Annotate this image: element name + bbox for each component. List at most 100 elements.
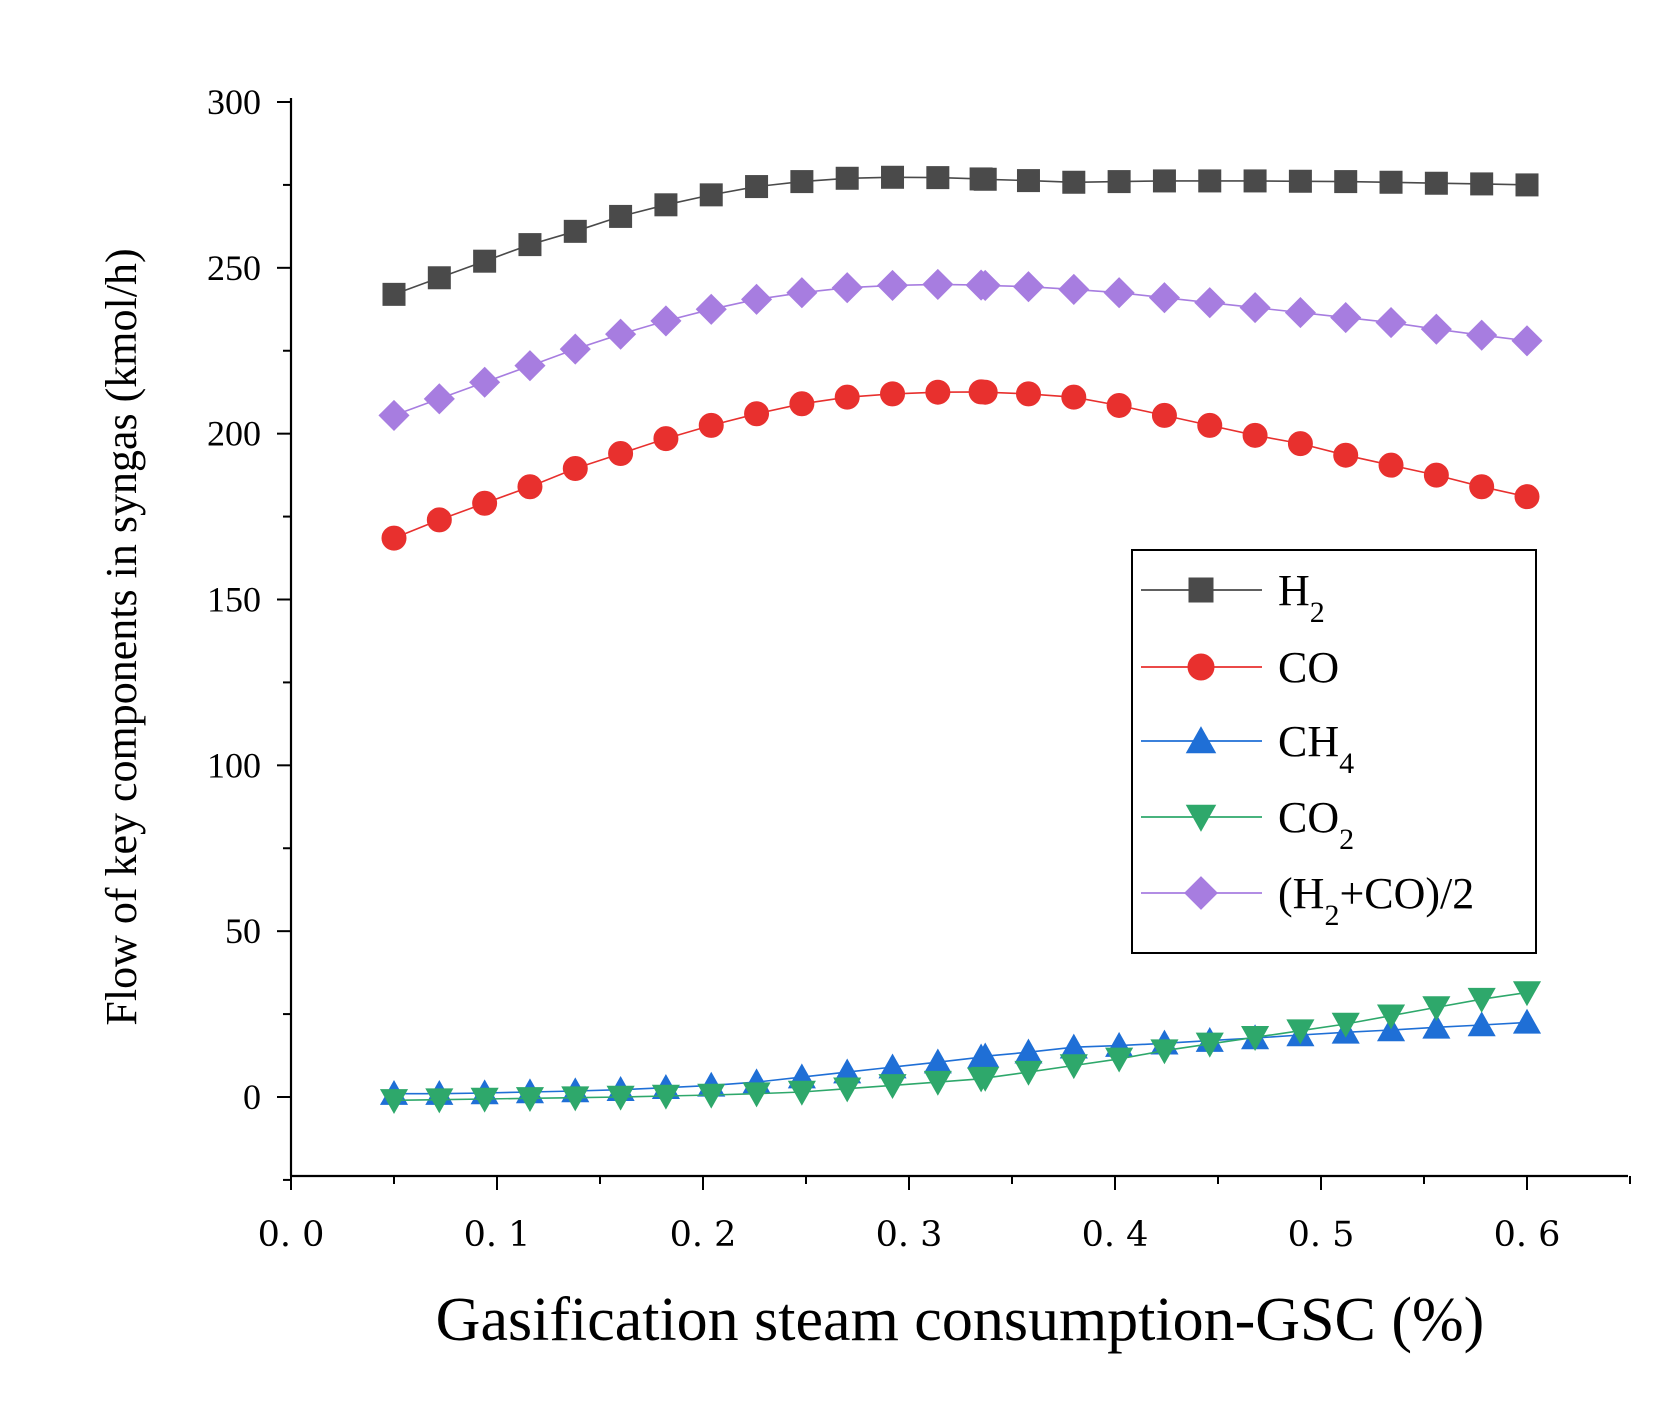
data-point [1012, 271, 1045, 303]
y-axis-title: Flow of key components in syngas (kmol/h… [97, 248, 146, 1025]
data-point [787, 1080, 816, 1106]
data-point [426, 507, 452, 533]
x-tick-label: 0. 3 [876, 1215, 943, 1255]
legend-marker [1185, 726, 1217, 754]
data-point [427, 266, 451, 290]
y-tick-label: 250 [207, 248, 261, 288]
data-point [1330, 302, 1362, 334]
data-point [1375, 306, 1407, 339]
data-point [1194, 287, 1226, 319]
data-point [425, 1088, 454, 1114]
data-point [786, 277, 818, 309]
legend-label: CH4 [1278, 717, 1354, 780]
data-point [695, 293, 727, 325]
series-(H2+CO)/2 [378, 268, 1543, 431]
data-point [1467, 987, 1496, 1013]
data-point [470, 1087, 499, 1113]
data-point [514, 350, 546, 382]
data-point [1333, 442, 1359, 468]
legend-label: CO [1278, 643, 1339, 692]
data-point [1286, 1019, 1315, 1045]
data-point [969, 269, 1001, 301]
data-point [1514, 484, 1540, 510]
x-tick-label: 0. 0 [258, 1215, 325, 1255]
series-CO2 [379, 981, 1542, 1114]
data-point [1058, 273, 1090, 305]
data-point [1014, 1060, 1043, 1086]
data-point [971, 1066, 1000, 1092]
legend-marker [1187, 653, 1215, 681]
data-point [1148, 282, 1180, 314]
data-point [789, 391, 815, 417]
data-point [1103, 277, 1135, 309]
legend: H2 CO CH4 CO2 (H2+CO)/2 [1131, 549, 1537, 954]
axes [289, 98, 1628, 1178]
data-point [835, 166, 859, 190]
data-point [697, 1083, 726, 1109]
series-CO [381, 379, 1540, 551]
data-point [1151, 402, 1177, 428]
y-tick-label: 200 [207, 414, 261, 454]
data-point [923, 1070, 952, 1096]
data-point [379, 1089, 409, 1114]
series-layer [378, 165, 1543, 1114]
series-line [393, 991, 1528, 1102]
data-point [1197, 412, 1223, 438]
legend-label: CO2 [1278, 793, 1354, 856]
data-point [1331, 1012, 1360, 1038]
data-point [741, 283, 773, 315]
data-point [1106, 392, 1132, 418]
legend-entry: (H2+CO)/2 [1141, 869, 1474, 932]
legend-label: (H2+CO)/2 [1278, 869, 1474, 932]
data-point [1420, 313, 1452, 345]
x-tick-label: 0. 1 [464, 1215, 531, 1255]
data-point [1105, 1047, 1134, 1073]
data-point [469, 366, 501, 398]
y-tick-label: 150 [207, 579, 261, 619]
legend-entry: CO2 [1141, 793, 1354, 856]
data-point [790, 170, 814, 194]
data-point [605, 318, 637, 350]
data-point [1195, 1032, 1224, 1058]
data-point [1334, 170, 1358, 194]
data-point [831, 272, 863, 304]
data-point [1379, 170, 1403, 194]
data-point [972, 379, 998, 405]
series-line [394, 1021, 1528, 1095]
y-tick-label: 0 [243, 1077, 261, 1117]
data-point [1241, 1026, 1270, 1051]
data-point [1515, 173, 1539, 197]
legend-entry: H2 [1141, 566, 1325, 629]
data-point [606, 1085, 635, 1111]
data-point [1242, 422, 1268, 448]
data-point [1376, 1004, 1406, 1030]
data-point [562, 455, 588, 481]
data-point [1150, 1039, 1179, 1065]
data-point [1378, 452, 1404, 478]
data-point [518, 233, 542, 257]
data-point [651, 1084, 680, 1110]
data-point [515, 1087, 545, 1112]
legend-entry: CH4 [1141, 717, 1354, 780]
data-point [1243, 169, 1267, 193]
data-point [699, 183, 723, 207]
y-tick-label: 300 [207, 82, 261, 122]
data-point [561, 1086, 590, 1112]
data-point [472, 490, 498, 516]
data-point [973, 167, 997, 191]
data-point [1512, 981, 1542, 1007]
tick-labels: 0 50 100 150 200 250 300 0. 0 0. 1 0. 2 0. 3 0. 4 0.… [207, 82, 1560, 1255]
data-point [1062, 170, 1086, 194]
data-point [1015, 381, 1041, 407]
series-CH4 [379, 1008, 1542, 1105]
data-point [881, 165, 905, 189]
legend-entry: CO [1141, 643, 1339, 692]
legend-marker [1185, 804, 1217, 832]
series-H2 [382, 165, 1539, 306]
data-point [745, 175, 769, 199]
data-point [608, 441, 634, 467]
data-point [926, 166, 950, 190]
x-tick-label: 0. 2 [670, 1215, 737, 1255]
data-point [650, 305, 682, 337]
